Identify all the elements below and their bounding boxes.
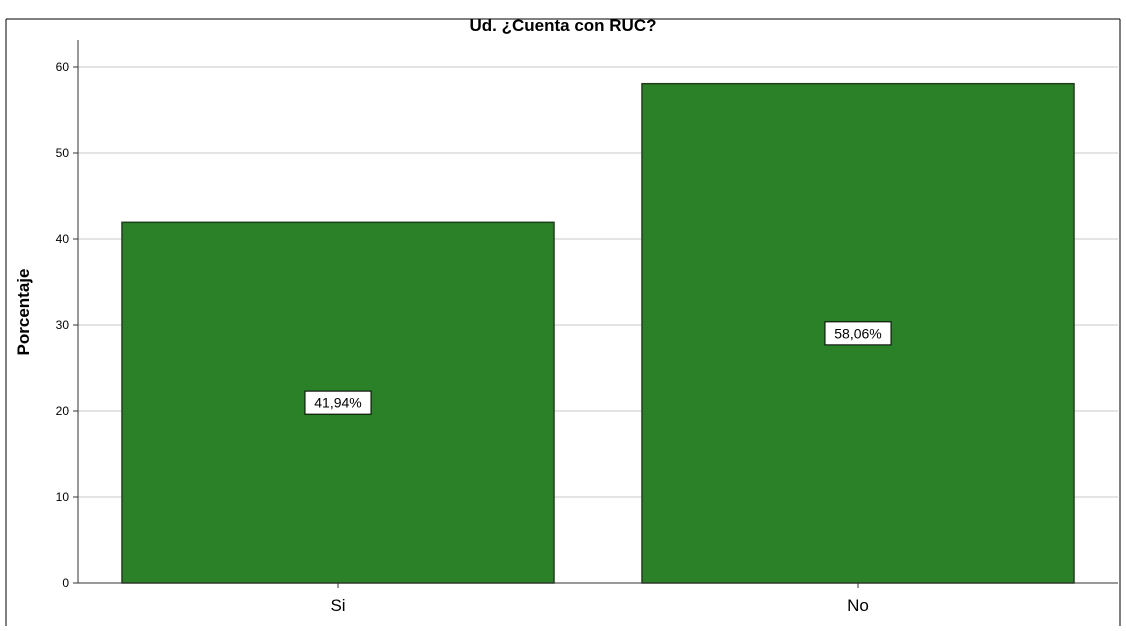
data-labels: 41,94% 58,06% [304, 321, 892, 415]
bar-si [121, 221, 555, 584]
x-tick-label: No [847, 596, 869, 615]
y-tick-label: 0 [62, 576, 69, 590]
data-label-box [824, 321, 892, 346]
bars [121, 82, 1075, 584]
axes: 0 10 20 30 40 50 60 Si No [56, 40, 1118, 615]
y-tick-label: 30 [56, 318, 70, 332]
y-tick-label: 50 [56, 146, 70, 160]
y-tick-label: 40 [56, 232, 70, 246]
chart-title: Ud. ¿Cuenta con RUC? [470, 16, 657, 35]
data-label: 58,06% [834, 325, 881, 341]
y-tick-label: 10 [56, 490, 70, 504]
y-axis-label: Porcentaje [14, 269, 33, 356]
data-label: 41,94% [314, 395, 361, 411]
y-tick-label: 60 [56, 60, 70, 74]
x-tick-label: Si [330, 596, 345, 615]
data-label-box [304, 390, 372, 415]
y-tick-label: 20 [56, 404, 70, 418]
